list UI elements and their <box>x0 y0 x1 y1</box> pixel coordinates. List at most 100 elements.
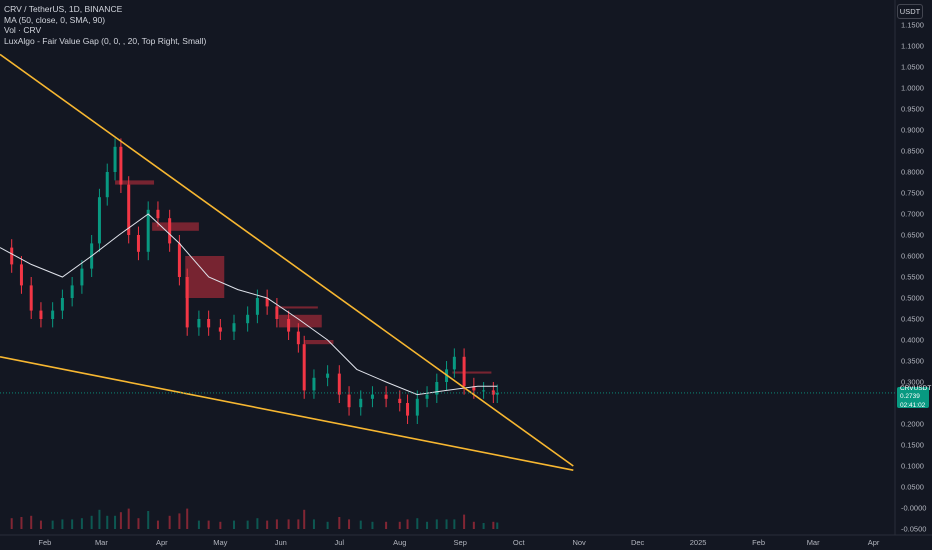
volume-bar <box>147 511 150 529</box>
volume-bar <box>472 521 475 529</box>
candle-body <box>51 310 55 319</box>
symbol-legend[interactable]: CRV / TetherUS, 1D, BINANCE <box>4 4 123 14</box>
volume-bar <box>80 518 83 529</box>
candle-body <box>168 218 172 244</box>
candle-body <box>119 146 123 185</box>
x-tick-label: Feb <box>38 538 51 547</box>
candle-body <box>10 247 14 265</box>
ma-legend[interactable]: MA (50, close, 0, SMA, 90) <box>4 14 106 25</box>
y-tick-label: 0.5000 <box>901 294 924 303</box>
volume-bar <box>207 520 210 529</box>
candle-body <box>302 344 306 391</box>
y-tick-label: 0.6500 <box>901 231 924 240</box>
y-tick-label: 0.9500 <box>901 105 924 114</box>
y-tick-label: 1.0500 <box>901 63 924 72</box>
y-tick-label: 0.2000 <box>901 420 924 429</box>
volume-bar <box>168 515 171 529</box>
volume-bar <box>492 521 495 529</box>
candle-body <box>207 319 211 328</box>
volume-bar <box>156 520 159 529</box>
candle-body <box>136 235 140 252</box>
volume-legend[interactable]: Vol · CRV <box>4 25 42 35</box>
y-tick-label: 0.5500 <box>901 273 924 282</box>
candle-body <box>185 277 189 328</box>
volume-bar <box>197 520 200 529</box>
volume-bar <box>326 521 329 529</box>
candle-body <box>255 298 259 315</box>
volume-bar <box>10 518 13 529</box>
candle-body <box>97 197 101 244</box>
candle-body <box>296 331 300 345</box>
volume-bar <box>119 512 122 529</box>
volume-bar <box>359 520 362 529</box>
fair-value-gap-box <box>452 371 492 374</box>
candle-body <box>197 319 201 328</box>
volume-bar <box>312 519 315 529</box>
candle-body <box>326 373 330 378</box>
trendline <box>0 356 574 471</box>
currency-button[interactable]: USDT <box>897 4 923 19</box>
x-tick-label: Nov <box>572 538 586 547</box>
y-tick-label: -0.0000 <box>901 504 926 513</box>
candle-body <box>337 373 341 395</box>
candle-body <box>312 377 316 391</box>
candle-body <box>495 392 499 395</box>
volume-bar <box>453 519 456 529</box>
fvg-legend[interactable]: LuxAlgo - Fair Value Gap (0, 0, , 20, To… <box>4 35 207 46</box>
y-tick-label: 0.7500 <box>901 189 924 198</box>
volume-bar <box>435 519 438 529</box>
candle-body <box>19 264 23 286</box>
x-tick-label: Oct <box>513 538 526 547</box>
candle-body <box>218 327 222 332</box>
chart-legend: CRV / TetherUS, 1D, BINANCE MA (50, clos… <box>4 4 206 46</box>
volume-bar <box>186 508 189 529</box>
x-tick-label: Apr <box>156 538 168 547</box>
fair-value-gap-box <box>185 256 225 298</box>
candle-body <box>156 209 160 219</box>
candle-body <box>347 394 351 408</box>
x-tick-label: Aug <box>393 538 406 547</box>
y-tick-label: 0.4000 <box>901 336 924 345</box>
candle-body <box>462 356 466 387</box>
y-tick-label: 0.1000 <box>901 462 924 471</box>
candle-body <box>452 356 456 370</box>
candle-body <box>370 394 374 399</box>
y-tick-label: 0.8000 <box>901 168 924 177</box>
y-tick-label: 0.0500 <box>901 483 924 492</box>
volume-bar <box>416 518 419 529</box>
candle-body <box>472 386 476 391</box>
volume-bar <box>426 521 429 529</box>
fair-value-gap-box <box>278 314 322 328</box>
volume-bar <box>303 509 306 529</box>
fair-value-gap-box <box>115 180 155 185</box>
x-tick-label: Mar <box>95 538 108 547</box>
x-tick-label: Jul <box>335 538 345 547</box>
volume-bar <box>338 517 341 529</box>
x-tick-label: Dec <box>631 538 645 547</box>
volume-bar <box>371 521 374 529</box>
candle-body <box>232 323 236 332</box>
y-tick-label: 0.8500 <box>901 147 924 156</box>
volume-bar <box>482 523 485 529</box>
volume-bar <box>51 520 54 529</box>
x-tick-label: Mar <box>807 538 820 547</box>
volume-bar <box>398 521 401 529</box>
candle-body <box>425 394 429 399</box>
volume-bar <box>106 515 109 529</box>
candle-body <box>70 285 74 298</box>
x-tick-label: Apr <box>868 538 880 547</box>
candle-body <box>406 403 410 416</box>
y-tick-label: 0.3500 <box>901 357 924 366</box>
volume-bar <box>39 520 42 529</box>
volume-bar <box>287 519 290 529</box>
volume-bar <box>30 515 33 529</box>
candle-body <box>275 306 279 319</box>
x-tick-label: Jun <box>275 538 287 547</box>
volume-bar <box>98 509 101 529</box>
candle-body <box>415 398 419 416</box>
candle-body <box>146 209 150 252</box>
candle-body <box>491 390 495 395</box>
candle-body <box>113 146 117 172</box>
